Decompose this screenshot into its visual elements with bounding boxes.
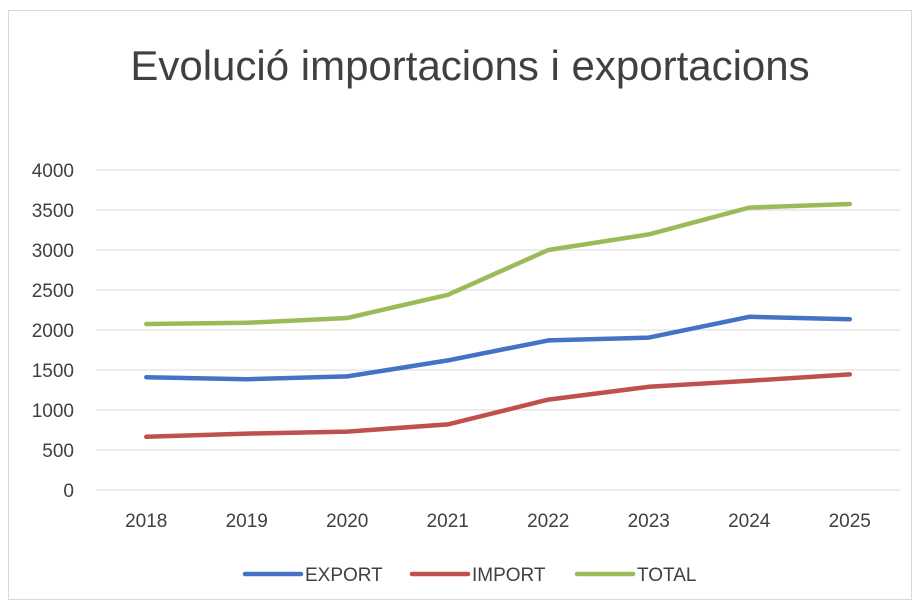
- series-line-import: [144, 372, 853, 440]
- y-tick-label: 3500: [32, 201, 74, 222]
- y-axis: 0 500 1000 1500 2000 2500 3000 3500 4000: [32, 161, 74, 502]
- legend-label-total: TOTAL: [637, 565, 696, 586]
- grid: [96, 169, 900, 491]
- x-tick-label: 2021: [427, 511, 469, 532]
- y-tick-label: 3000: [32, 241, 74, 262]
- chart-title: Evolució importacions i exportacions: [130, 42, 809, 89]
- y-tick-label: 2500: [32, 281, 74, 302]
- chart-frame: [8, 10, 912, 600]
- legend: EXPORT IMPORT TOTAL: [242, 565, 696, 586]
- x-axis: 2018 2019 2020 2021 2022 2023 2024 2025: [125, 511, 871, 532]
- y-tick-label: 2000: [32, 321, 74, 342]
- y-tick-label: 1500: [32, 361, 74, 382]
- y-tick-label: 0: [63, 481, 74, 502]
- series-line-export: [144, 314, 853, 382]
- x-tick-label: 2022: [527, 511, 569, 532]
- series-lines: [144, 201, 853, 440]
- x-tick-label: 2023: [628, 511, 670, 532]
- x-tick-label: 2020: [326, 511, 368, 532]
- x-tick-label: 2024: [728, 511, 771, 532]
- x-tick-label: 2018: [125, 511, 167, 532]
- y-tick-label: 1000: [32, 401, 74, 422]
- series-line-total: [144, 201, 853, 327]
- y-tick-label: 4000: [32, 161, 74, 182]
- x-tick-label: 2019: [226, 511, 268, 532]
- x-tick-label: 2025: [829, 511, 871, 532]
- legend-label-export: EXPORT: [305, 565, 383, 586]
- y-tick-label: 500: [42, 441, 74, 462]
- legend-label-import: IMPORT: [472, 565, 546, 586]
